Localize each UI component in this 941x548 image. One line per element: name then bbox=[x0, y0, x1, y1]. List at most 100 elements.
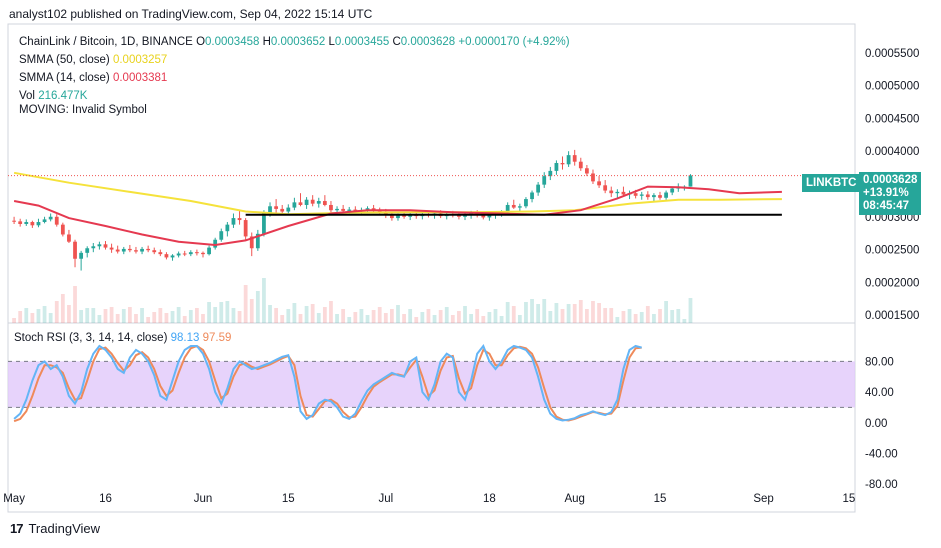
volume-bar bbox=[304, 306, 309, 323]
candle-body bbox=[652, 195, 656, 198]
candle-body bbox=[36, 222, 41, 226]
price-tick-label: 0.0001500 bbox=[865, 310, 919, 322]
candle bbox=[91, 243, 96, 253]
candle bbox=[517, 203, 522, 212]
candle bbox=[158, 249, 163, 257]
candle bbox=[54, 214, 59, 227]
volume-bar bbox=[426, 309, 431, 323]
candle bbox=[140, 246, 144, 255]
price-tick-label: 0.0005000 bbox=[865, 81, 919, 93]
ohlc-legend: ChainLink / Bitcoin, 1D, BINANCE O0.0003… bbox=[19, 36, 570, 48]
tradingview-brand: TradingView bbox=[28, 521, 101, 536]
time-axis: May 16 Jun 15 Jul 18 Aug 15 Sep 15 bbox=[3, 493, 855, 505]
close-value: 0.0003628 bbox=[400, 36, 456, 48]
candle-body bbox=[688, 175, 693, 187]
candle-body bbox=[262, 213, 266, 234]
candle-body bbox=[560, 163, 565, 165]
volume-bar bbox=[554, 303, 559, 323]
time-tick-label: Sep bbox=[753, 493, 773, 505]
candle-body bbox=[146, 248, 151, 251]
volume-bar bbox=[292, 303, 297, 323]
candle bbox=[12, 216, 16, 224]
volume-bar bbox=[591, 301, 595, 323]
candle-body bbox=[316, 201, 321, 204]
volume-bar bbox=[213, 307, 218, 323]
time-tick-label: Aug bbox=[564, 493, 584, 505]
volume-bar bbox=[639, 312, 644, 323]
candle bbox=[578, 157, 583, 171]
volume-bar bbox=[249, 299, 254, 323]
time-tick-label: Jun bbox=[194, 493, 213, 505]
volume-bar bbox=[408, 309, 413, 323]
volume-bar bbox=[268, 305, 272, 323]
candle-body bbox=[329, 204, 333, 211]
candle-body bbox=[390, 215, 394, 219]
candle-body bbox=[152, 250, 157, 253]
candle bbox=[182, 250, 187, 257]
volume-bar bbox=[396, 305, 400, 323]
volume-bar bbox=[688, 298, 693, 323]
candle-body bbox=[658, 195, 662, 198]
candle bbox=[67, 229, 71, 244]
candle bbox=[548, 166, 553, 181]
chart-frame bbox=[7, 23, 856, 513]
volume-bar bbox=[682, 319, 687, 323]
time-tick-label: May bbox=[3, 493, 25, 505]
volume-bar bbox=[60, 294, 65, 323]
candle-body bbox=[578, 161, 583, 169]
candle-body bbox=[42, 219, 47, 223]
stoch-label: Stoch RSI (3, 3, 14, 14, close) bbox=[14, 332, 168, 344]
candle bbox=[390, 212, 394, 221]
volume-bar bbox=[627, 309, 632, 323]
candle bbox=[524, 197, 528, 209]
candle bbox=[292, 197, 297, 211]
candle bbox=[195, 249, 199, 256]
stoch-k-line bbox=[13, 344, 642, 422]
volume-bar bbox=[438, 310, 443, 323]
candle bbox=[30, 220, 35, 228]
volume-bar bbox=[36, 309, 41, 323]
volume-bar bbox=[560, 309, 565, 323]
volume-bar bbox=[517, 315, 522, 323]
candle bbox=[316, 197, 321, 208]
bar-countdown: 08:45:47 bbox=[863, 200, 910, 212]
candle-body bbox=[347, 209, 352, 211]
volume-bar bbox=[475, 309, 480, 323]
candle-body bbox=[249, 236, 254, 249]
candle bbox=[213, 237, 218, 250]
candle bbox=[152, 247, 157, 255]
candle bbox=[639, 191, 644, 200]
candle-body bbox=[268, 206, 272, 214]
candle-body bbox=[219, 231, 224, 240]
candle-body bbox=[24, 222, 29, 224]
price-tick-label: 0.0002500 bbox=[865, 245, 919, 257]
volume-bar bbox=[316, 313, 321, 323]
candle bbox=[322, 195, 327, 207]
symbol-tag-label: LINKBTC bbox=[802, 174, 861, 192]
volume-bar bbox=[365, 315, 370, 323]
tradingview-mark-icon: 17 bbox=[10, 521, 24, 536]
candle-body bbox=[243, 220, 248, 237]
candle bbox=[24, 219, 29, 226]
tradingview-logo[interactable]: 17 TradingView bbox=[10, 521, 100, 536]
time-tick-label: 15 bbox=[282, 493, 295, 505]
volume-bar bbox=[79, 310, 84, 323]
candle bbox=[572, 149, 577, 166]
time-tick-label: 15 bbox=[654, 493, 667, 505]
candle-body bbox=[79, 252, 84, 259]
volume-bar bbox=[524, 302, 528, 323]
volume-bar bbox=[134, 314, 138, 323]
volume-bar bbox=[615, 317, 620, 323]
volume-bar bbox=[18, 311, 23, 323]
candle bbox=[85, 246, 90, 258]
candle-body bbox=[255, 233, 260, 249]
volume-bar bbox=[329, 301, 333, 323]
candle bbox=[36, 218, 41, 228]
volume-bar bbox=[420, 312, 425, 323]
candle-body bbox=[182, 253, 187, 255]
volume-bar bbox=[274, 308, 279, 323]
last-price-value: 0.0003628 bbox=[863, 174, 918, 186]
volume-bar bbox=[140, 308, 144, 323]
volume-bar bbox=[499, 316, 504, 323]
